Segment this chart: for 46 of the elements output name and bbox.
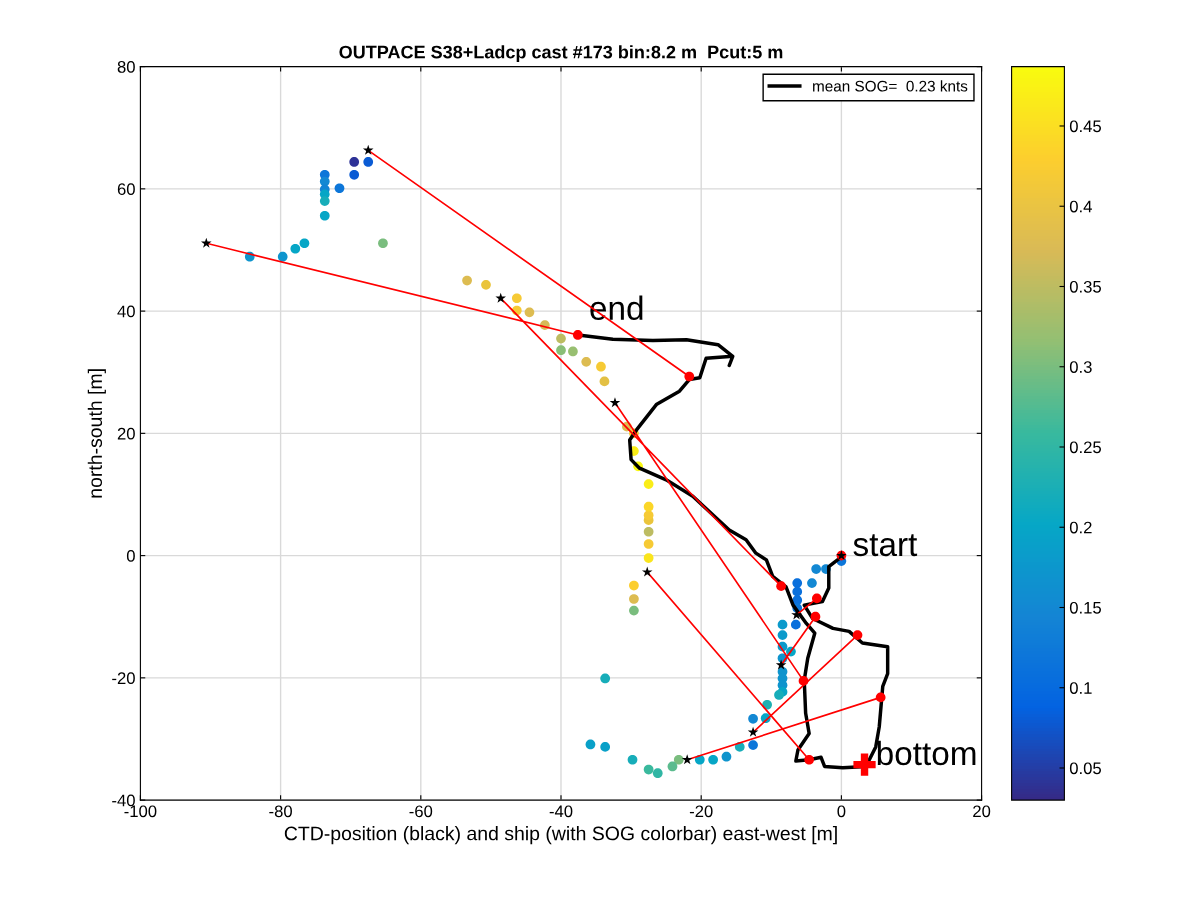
y-tick-label: -40 (112, 794, 135, 807)
y-tick-label: 0 (126, 550, 135, 562)
y-tick-label: 60 (117, 183, 135, 196)
x-tick-label: -40 (549, 805, 573, 818)
annotation: bottom (877, 740, 976, 766)
color-bar-label: 0.45 (1069, 120, 1101, 133)
point (201, 237, 212, 248)
x-tick-label: 0 (837, 805, 846, 818)
y-tick-label: -20 (112, 672, 135, 685)
color-bar-label: 0.35 (1069, 280, 1101, 293)
point (641, 566, 653, 577)
legend-label: mean SOG= 0.23 knts (813, 80, 968, 92)
point (852, 630, 863, 640)
color-bar-label: 0.3 (1069, 361, 1092, 373)
annotation: end (590, 295, 643, 321)
x-tick-label: 20 (973, 805, 991, 818)
color-bar-label: 0.15 (1069, 601, 1101, 614)
point (495, 292, 506, 303)
point (681, 754, 693, 765)
color-bar-label: 0.4 (1069, 200, 1092, 213)
x-tick-label: -100 (124, 805, 157, 818)
point (798, 676, 809, 686)
y-tick-label: 20 (117, 427, 135, 440)
color-bar-label: 0.1 (1069, 682, 1092, 694)
point (853, 753, 876, 776)
chart-title: OUTPACE S38+Ladcp cast #173 bin:8.2 m Pcut:5 m (339, 45, 783, 63)
y-tick-label: 40 (117, 305, 135, 318)
color-bar-label: 0.05 (1069, 762, 1101, 775)
point (609, 397, 621, 408)
point (875, 692, 886, 703)
x-axis-title: CTD-position (black) and ship (with SOG colorbar) east-west [m] (284, 826, 837, 845)
point (572, 330, 583, 340)
x-tick-label: -60 (409, 805, 433, 818)
point (776, 581, 786, 592)
point (684, 371, 695, 382)
color-bar-label: 0.25 (1069, 441, 1101, 454)
point (804, 754, 815, 765)
y-axis-title: north-south [m] (87, 369, 106, 498)
y-tick-label: 80 (117, 61, 135, 73)
point (775, 659, 787, 670)
x-tick-label: -80 (269, 805, 292, 818)
point (812, 593, 822, 604)
annotation: start (853, 534, 918, 557)
x-tick-label: -20 (689, 805, 713, 818)
point (810, 611, 821, 622)
color-bar-label: 0.2 (1069, 521, 1092, 534)
